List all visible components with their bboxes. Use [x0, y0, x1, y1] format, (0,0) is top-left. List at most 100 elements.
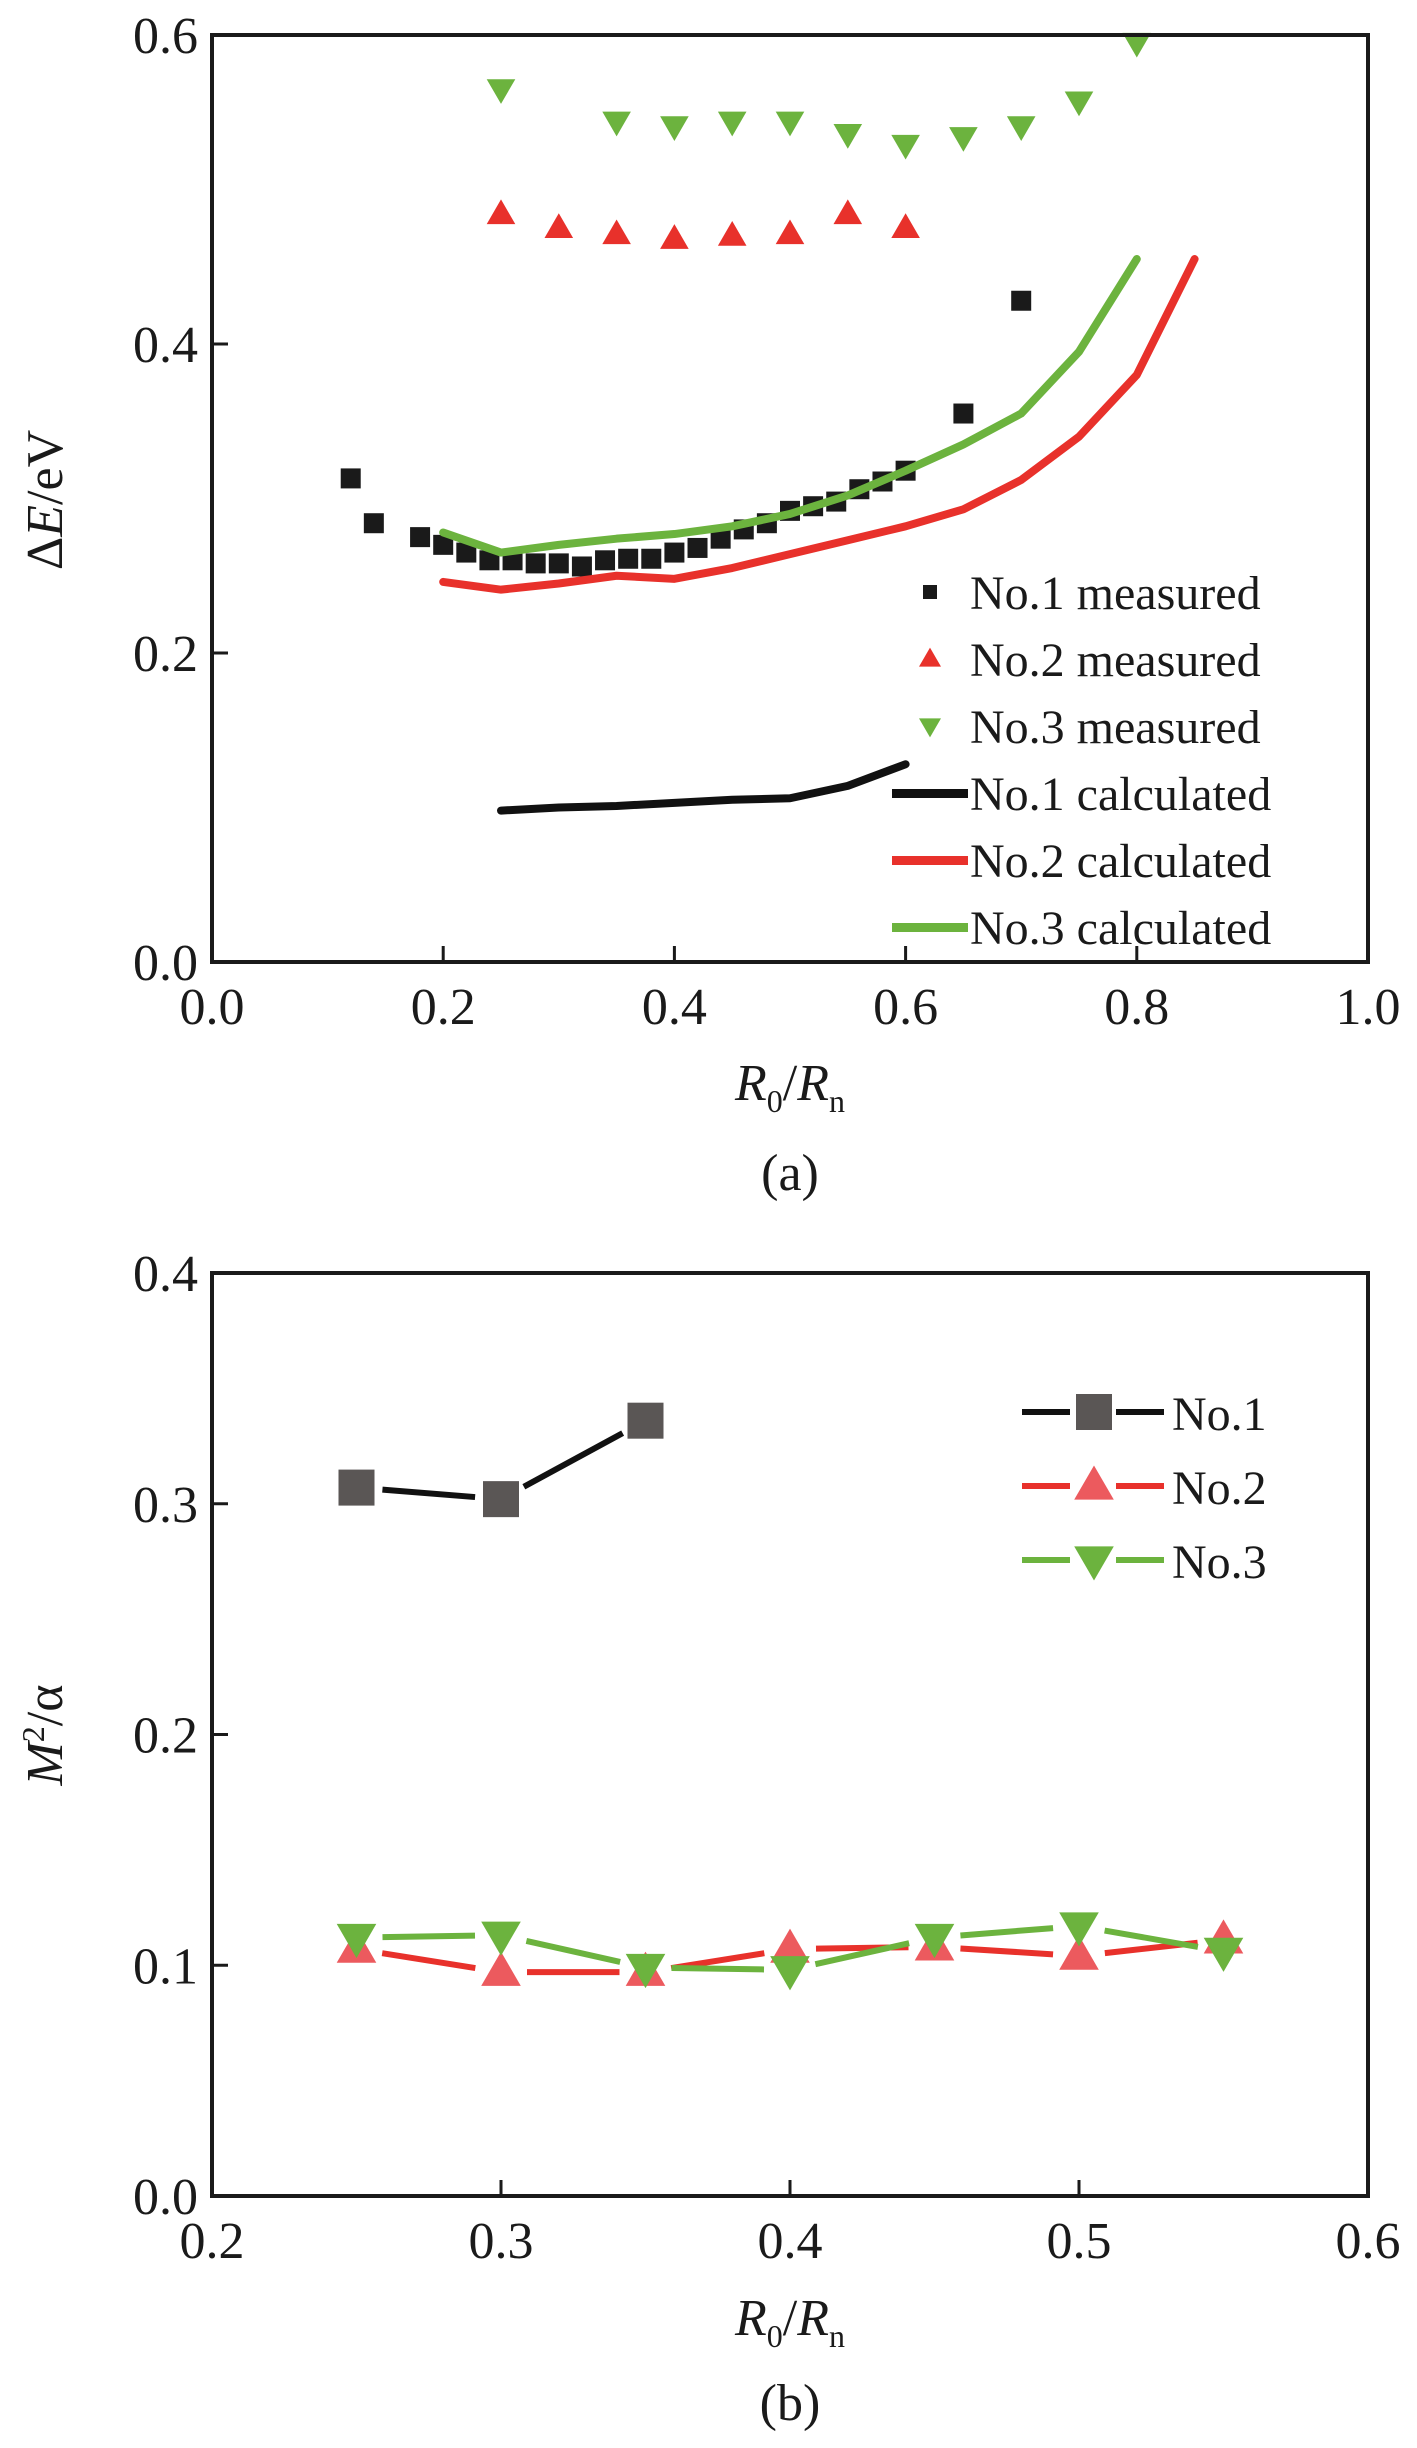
data-point	[1006, 116, 1036, 141]
legend-line-swatch	[892, 856, 968, 865]
chart-b-xlabel: R0/Rn	[734, 2290, 845, 2354]
series-line-segment	[814, 1940, 910, 1968]
series-no-2-calculated	[439, 255, 1199, 594]
legend-item: No.2 calculated	[892, 835, 1271, 888]
y-tick-label: 0.0	[133, 935, 198, 992]
data-point	[1122, 32, 1152, 58]
chart-a: 0.0 0.2 0.4 0.6 0.8 1.0 0.0 0.2 0.4 0.6 No.1 meas…	[17, 8, 1401, 1202]
data-point	[664, 542, 685, 563]
xlabel-r2: R	[796, 1055, 829, 1112]
legend-item: No.3	[1022, 1536, 1267, 1589]
x-tick-label: 0.2	[411, 979, 476, 1036]
legend-line-swatch	[1116, 1557, 1164, 1563]
data-point	[340, 468, 361, 489]
data-point	[949, 127, 978, 152]
y-tick-label: 0.6	[133, 8, 198, 65]
chart-b-ticks: 0.2 0.3 0.4 0.5 0.6 0.0 0.1 0.2 0.3 0.4	[133, 1246, 1401, 2270]
x-tick-label: 0.6	[873, 979, 938, 1036]
data-point	[953, 403, 974, 424]
legend-item: No.1 measured	[923, 567, 1261, 620]
series-no-3-measured	[486, 32, 1152, 160]
chart-a-ylabel: ΔE/eV	[17, 430, 74, 570]
legend-marker	[919, 647, 941, 667]
legend-line-swatch	[1022, 1483, 1070, 1489]
ylabel-sup: 2	[15, 1726, 51, 1742]
series-no-2-measured	[486, 199, 920, 249]
data-point	[891, 213, 920, 239]
y-tick-label: 0.1	[133, 1938, 198, 1995]
series-line-segment	[525, 1937, 621, 1965]
panel-label-a: (a)	[761, 1145, 819, 1202]
legend-label: No.2 calculated	[970, 835, 1271, 888]
data-point	[775, 111, 805, 137]
legend-label: No.1 calculated	[970, 768, 1271, 821]
xlabel-r: R	[734, 2290, 767, 2347]
data-point	[618, 548, 639, 569]
legend-label: No.2	[1172, 1462, 1267, 1515]
legend-line-swatch	[1022, 1409, 1070, 1415]
data-point	[1059, 1912, 1099, 1947]
data-point	[770, 1956, 810, 1991]
xlabel-slash: /	[783, 2290, 798, 2347]
x-tick-label: 0.4	[758, 2213, 823, 2270]
data-point	[456, 542, 477, 563]
xlabel-r: R	[734, 1055, 767, 1112]
chart-a-xlabel: R0/Rn	[734, 1055, 845, 1119]
y-tick-label: 0.3	[133, 1477, 198, 1534]
legend-item: No.3 calculated	[892, 902, 1271, 955]
xlabel-subn: n	[829, 2318, 845, 2354]
ylabel-var: E	[17, 505, 74, 538]
data-point	[479, 550, 500, 571]
legend-item: No.1 calculated	[892, 768, 1271, 821]
chart-a-frame	[210, 33, 1370, 964]
legend-line-swatch	[892, 789, 968, 798]
data-point	[571, 556, 592, 577]
legend-label: No.3 calculated	[970, 902, 1271, 955]
y-tick-label: 0.4	[133, 1246, 198, 1303]
data-point	[1011, 290, 1032, 311]
data-point	[363, 513, 384, 534]
data-point	[717, 111, 747, 137]
y-tick-label: 0.4	[133, 317, 198, 374]
data-point	[336, 1923, 377, 1959]
series-line	[439, 255, 1199, 594]
chart-b-marks	[336, 1402, 1244, 1991]
data-point	[1064, 91, 1094, 117]
series-line-segment	[381, 1950, 476, 1972]
legend-marker	[1076, 1394, 1112, 1430]
data-point	[486, 79, 516, 104]
series-no-3	[336, 1912, 1244, 1991]
legend-item: No.1	[1022, 1388, 1267, 1441]
data-point	[687, 537, 708, 558]
x-tick-label: 0.4	[642, 979, 707, 1036]
data-point	[717, 221, 747, 246]
ylabel-unit: /eV	[17, 430, 74, 505]
x-tick-label: 1.0	[1336, 979, 1401, 1036]
legend-item: No.2	[1022, 1462, 1267, 1515]
x-tick-label: 0.8	[1104, 979, 1169, 1036]
data-point	[660, 116, 689, 141]
panel-label-b: (b)	[760, 2375, 821, 2432]
data-point	[410, 527, 431, 548]
xlabel-sub0: 0	[767, 1083, 783, 1119]
legend-label: No.1 measured	[970, 567, 1261, 620]
data-point	[833, 124, 863, 149]
series-no-3-calculated	[439, 255, 1141, 557]
x-tick-label: 0.2	[180, 2213, 245, 2270]
legend-marker	[923, 585, 937, 599]
y-tick-label: 0.0	[133, 2169, 198, 2226]
data-point	[602, 219, 631, 245]
series-line-segment	[960, 1925, 1054, 1939]
data-point	[627, 1402, 664, 1439]
series-line-segment	[671, 1964, 765, 1973]
legend-item: No.3 measured	[919, 701, 1261, 754]
series-line-segment	[960, 1945, 1054, 1958]
series-line-segment	[1104, 1927, 1199, 1950]
data-point	[1059, 1935, 1099, 1970]
data-point	[1203, 1937, 1244, 1972]
series-no-1-calculated	[497, 760, 910, 815]
chart-b: 0.2 0.3 0.4 0.5 0.60.00.10.20.30.4 No.1No.2N…	[15, 1246, 1401, 2432]
series-line-segment	[382, 1486, 476, 1501]
legend-marker	[1074, 1465, 1114, 1500]
data-point	[775, 219, 805, 245]
